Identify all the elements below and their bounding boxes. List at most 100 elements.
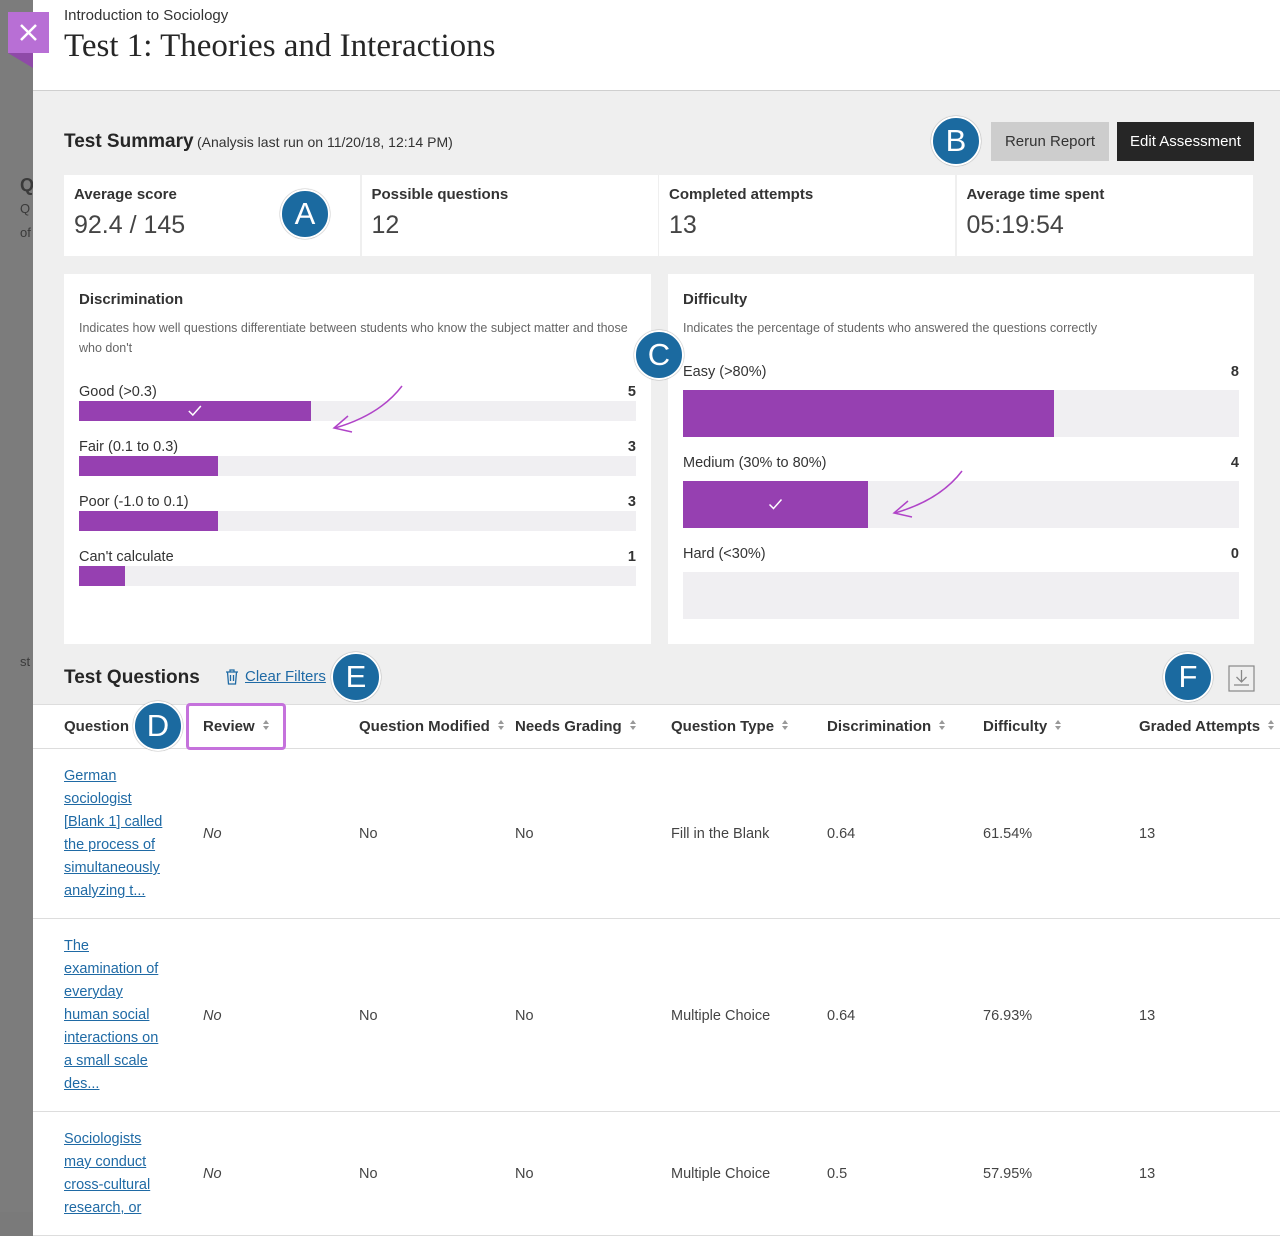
stat-value: 13 [669, 211, 945, 240]
cell: No [515, 919, 671, 1112]
background-page: Q Q of st [0, 0, 33, 1212]
page-title: Test 1: Theories and Interactions [64, 28, 495, 65]
cell: 13 [1139, 749, 1280, 919]
cell-text: No [515, 1008, 534, 1024]
cell: Fill in the Blank [671, 749, 827, 919]
stat-label: Possible questions [372, 186, 648, 203]
callout: B [931, 116, 981, 166]
column-title: Difficulty [983, 718, 1047, 735]
cell: 61.54% [983, 749, 1139, 919]
cell: The examination of everyday human social… [33, 919, 203, 1112]
cell: No [359, 919, 515, 1112]
background-text: st [20, 654, 30, 669]
bar-labels: Easy (>80%)8 [683, 364, 1239, 386]
sort-icon [496, 719, 510, 731]
bar-track [683, 390, 1239, 437]
cell-text: Fill in the Blank [671, 826, 769, 842]
chart-description: Indicates how well questions differentia… [79, 318, 636, 358]
bar[interactable] [683, 481, 868, 528]
question-row: German sociologist [Blank 1] called the … [33, 749, 1280, 919]
question-link[interactable]: German sociologist [Blank 1] called the … [64, 765, 170, 903]
column-title: Graded Attempts [1139, 718, 1260, 735]
arrow [320, 380, 410, 440]
sort-icon [628, 719, 642, 731]
close-button[interactable] [8, 12, 49, 68]
cell: No [359, 749, 515, 919]
cell-text: 13 [1139, 826, 1155, 842]
section-title: Test Summary [64, 131, 194, 153]
cell-text: 13 [1139, 1008, 1155, 1024]
discrimination-card: DiscriminationIndicates how well questio… [64, 274, 651, 644]
cell: 13 [1139, 919, 1280, 1112]
bar-count: 4 [1231, 455, 1239, 477]
clear-filters[interactable]: Clear Filters [245, 668, 326, 685]
trash-icon[interactable] [223, 668, 241, 686]
difficulty-card: DifficultyIndicates the percentage of st… [668, 274, 1254, 644]
column-header[interactable]: Needs Grading [515, 705, 671, 749]
cell: German sociologist [Blank 1] called the … [33, 749, 203, 919]
cell: 76.93% [983, 919, 1139, 1112]
cell: Multiple Choice [671, 1112, 827, 1236]
sort-icon [1053, 719, 1067, 731]
stat-label: Average time spent [967, 186, 1243, 203]
cell-text: Multiple Choice [671, 1166, 770, 1182]
question-link[interactable]: Sociologists may conduct cross-cultural … [64, 1128, 170, 1220]
section-title: Test Questions [64, 667, 200, 689]
download-icon[interactable] [1228, 665, 1255, 692]
course-name: Introduction to Sociology [64, 7, 228, 24]
bar-row: Can't calculate1 [79, 549, 636, 586]
bar-track [79, 566, 636, 586]
cell: 0.5 [827, 1112, 983, 1236]
cell-text: 0.64 [827, 1008, 855, 1024]
cell: 0.64 [827, 919, 983, 1112]
cell: 13 [1139, 1112, 1280, 1236]
bar[interactable] [79, 566, 125, 586]
bar-labels: Hard (<30%) 0 [683, 546, 1239, 568]
bar-row: Hard (<30%) 0 [683, 546, 1239, 619]
chart-title: Difficulty [683, 291, 1239, 308]
cell: No [203, 919, 359, 1112]
column-title: Question Type [671, 718, 774, 735]
bar-label: Hard (<30%) [683, 546, 766, 568]
column-header[interactable]: Question Type [671, 705, 827, 749]
cell-text: 0.5 [827, 1166, 847, 1182]
bar[interactable] [683, 390, 1054, 437]
cell-text: 0.64 [827, 826, 855, 842]
cell-text: 76.93% [983, 1008, 1032, 1024]
rerun-button[interactable]: Rerun Report [991, 122, 1109, 161]
cell: No [515, 1112, 671, 1236]
cell-text: No [203, 826, 222, 842]
bar-count: 0 [1231, 546, 1239, 568]
stat-value: 05:19:54 [967, 211, 1243, 240]
column-header[interactable]: Difficulty [983, 705, 1139, 749]
bar-label: Easy (>80%) [683, 364, 766, 386]
edit-button[interactable]: Edit Assessment [1117, 122, 1254, 161]
question-row: The examination of everyday human social… [33, 919, 1280, 1112]
selected-check [79, 401, 311, 421]
cell: No [203, 749, 359, 919]
column-title: Discrimination [827, 718, 931, 735]
callout: D [133, 701, 183, 751]
column-header[interactable]: Question Modified [359, 705, 515, 749]
background-text: Q [20, 175, 34, 196]
cell-text: No [359, 1008, 378, 1024]
bar[interactable] [79, 401, 311, 421]
bar[interactable] [79, 511, 218, 531]
highlight-box [186, 703, 286, 750]
bar-track [79, 511, 636, 531]
cell: No [515, 749, 671, 919]
column-header[interactable]: Graded Attempts [1139, 705, 1280, 749]
cell: No [359, 1112, 515, 1236]
column-header[interactable]: Discrimination [827, 705, 983, 749]
column-title: Needs Grading [515, 718, 622, 735]
sort-icon [937, 719, 951, 731]
stat-value: 12 [372, 211, 648, 240]
cell-text: No [515, 826, 534, 842]
callout: E [331, 652, 381, 702]
bar[interactable] [79, 456, 218, 476]
cell-text: 13 [1139, 1166, 1155, 1182]
cell-text: 57.95% [983, 1166, 1032, 1182]
stat-card: Completed attempts13 [659, 175, 955, 256]
question-link[interactable]: The examination of everyday human social… [64, 935, 170, 1096]
